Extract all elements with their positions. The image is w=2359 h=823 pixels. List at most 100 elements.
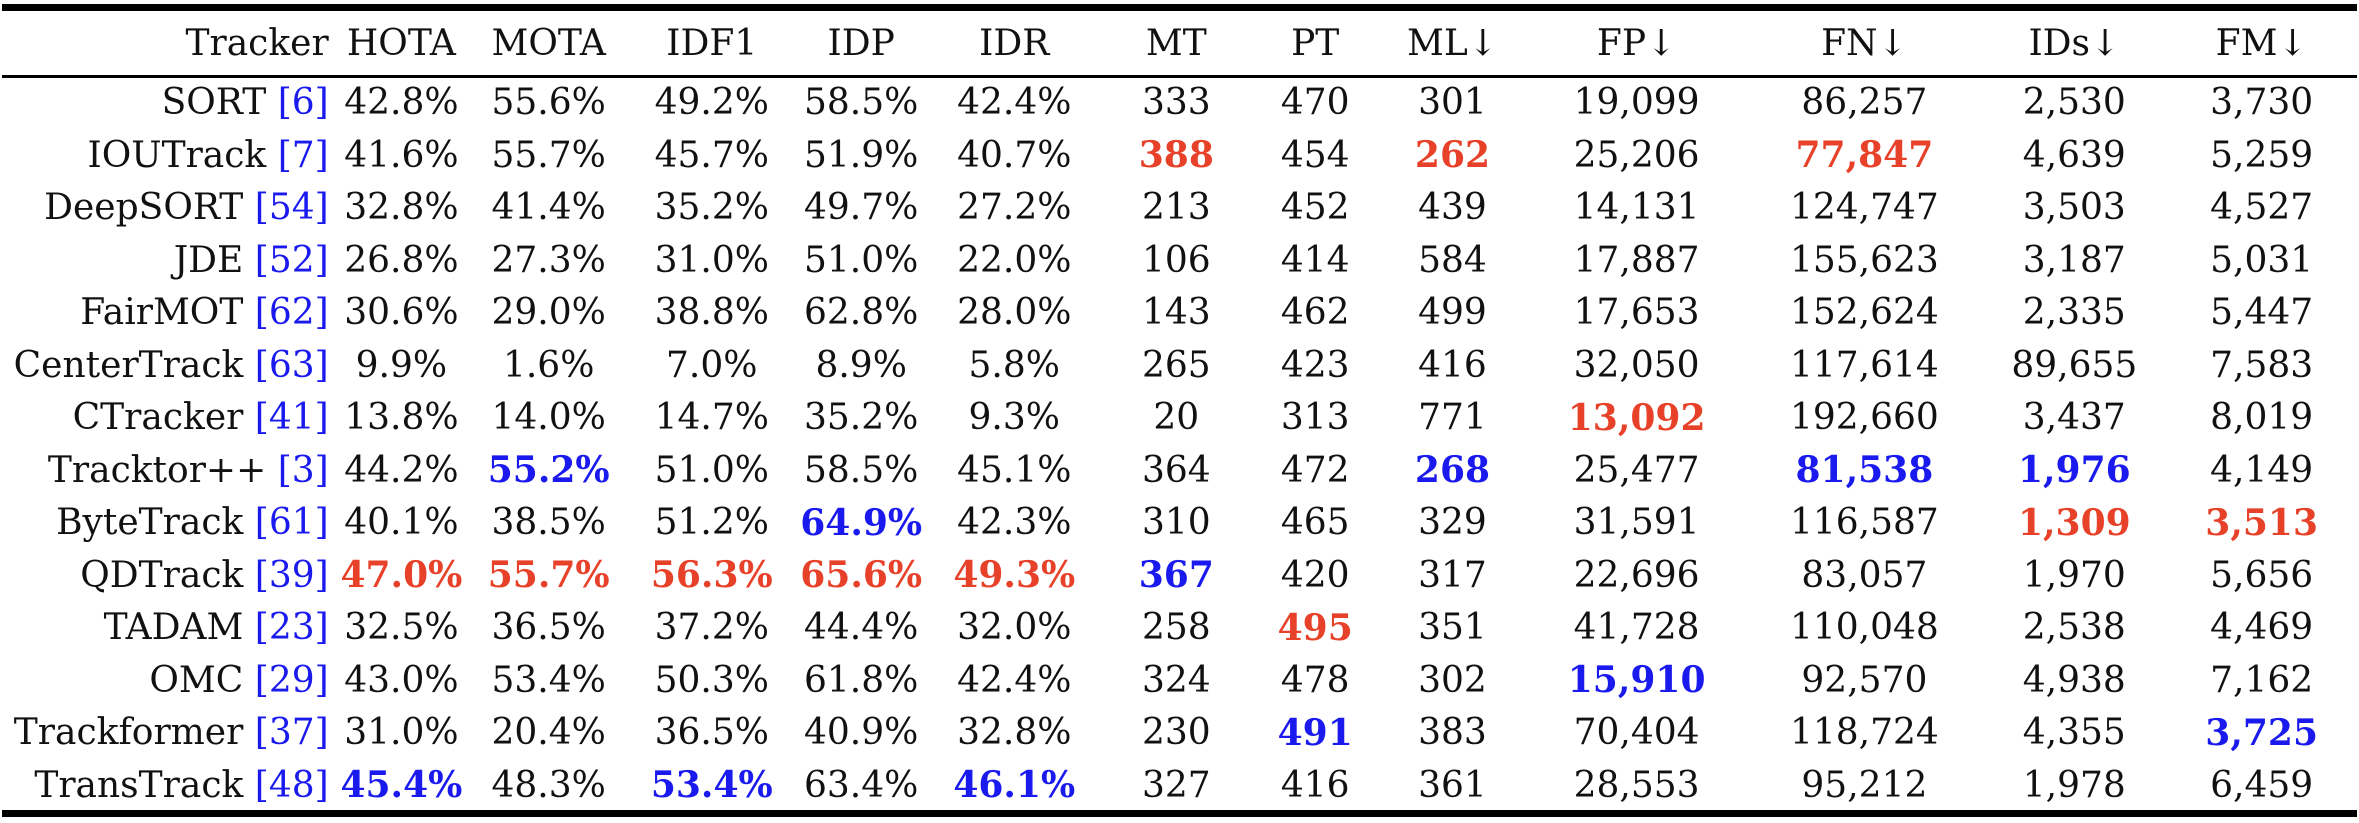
metric-cell-fp: 25,477 [1573,449,1700,491]
metric-cell-fn: 110,048 [1789,607,1939,649]
table-row: CTracker [41] 13.8% 14.0% 14.7% 35.2% 9.3% 20 3… [0,392,2359,445]
metric-cell-hota: 26.8% [344,239,459,281]
table-row: IOUTrack [7] 41.6% 55.7% 45.7% 51.9% 40.7% 388… [0,129,2359,182]
metric-cell-fm: 4,469 [2210,607,2314,649]
citation-number[interactable]: 23 [268,607,315,649]
metric-cell-pt: 491 [1277,711,1353,754]
citation-link[interactable]: [48] [254,764,329,806]
metric-cell-ml: 439 [1418,187,1487,229]
citation-link[interactable]: [29] [254,659,329,701]
table-top-rule [2,4,2357,11]
metric-cell-fn: 152,624 [1789,292,1939,334]
table-header-rule [2,75,2357,78]
tracker-name: SORT [161,81,267,123]
citation-link[interactable]: [41] [254,397,329,439]
tracker-name-cell: QDTrack [39] [0,549,337,602]
citation-link[interactable]: [39] [254,554,329,596]
citation-number[interactable]: 41 [268,397,315,439]
citation-link[interactable]: [23] [254,607,329,649]
metric-cell-hota: 32.8% [344,187,459,229]
citation-link[interactable]: [62] [254,292,329,334]
metric-cell-fn: 95,212 [1801,764,1928,806]
metric-cell-mota: 48.3% [491,764,606,806]
citation-number[interactable]: 48 [268,764,315,806]
metric-cell-idr: 32.0% [957,607,1072,649]
metric-cell-pt: 465 [1280,502,1350,544]
column-header-idr: IDR [979,22,1050,64]
citation-number[interactable]: 39 [268,554,315,596]
metric-cell-fm: 5,031 [2210,239,2314,281]
metric-cell-fp: 25,206 [1573,134,1700,176]
metric-cell-fp: 17,653 [1573,292,1700,334]
metric-cell-fm: 3,513 [2205,501,2318,544]
metric-cell-mota: 36.5% [491,607,606,649]
table-row: Tracktor++ [3] 44.2% 55.2% 51.0% 58.5% 45.1% 3… [0,444,2359,497]
table-body: SORT [6] 42.8% 55.6% 49.2% 58.5% 42.4% 333 470 3… [0,75,2359,812]
metric-cell-ids: 4,639 [2022,134,2126,176]
metric-cell-mt: 265 [1141,344,1211,386]
citation-link[interactable]: [61] [254,502,329,544]
tracker-name: TADAM [103,607,244,649]
metric-cell-mt: 388 [1138,134,1214,177]
metric-cell-fm: 7,583 [2210,344,2314,386]
tracker-name: QDTrack [80,554,244,596]
citation-number[interactable]: 37 [268,712,315,754]
metric-cell-ids: 3,187 [2022,239,2126,281]
metric-cell-mt: 333 [1141,81,1211,123]
column-header-ids: IDs↓ [2028,22,2121,64]
citation-number[interactable]: 54 [268,187,315,229]
citation-number[interactable]: 6 [291,81,315,123]
tracker-name: DeepSORT [44,187,244,229]
metric-cell-idp: 64.9% [800,501,923,544]
citation-number[interactable]: 63 [268,344,315,386]
metric-cell-pt: 454 [1280,134,1350,176]
citation-link[interactable]: [63] [254,344,329,386]
metric-cell-idf1: 51.2% [654,502,769,544]
metric-cell-ids: 2,530 [2022,81,2126,123]
citation-number[interactable]: 3 [291,449,315,491]
citation-number[interactable]: 62 [268,292,315,334]
citation-link[interactable]: [7] [277,134,329,176]
metric-cell-fp: 17,887 [1573,239,1700,281]
citation-link[interactable]: [52] [254,239,329,281]
tracker-name-cell: SORT [6] [0,75,337,129]
citation-link[interactable]: [3] [277,449,329,491]
metric-cell-fm: 4,527 [2210,187,2314,229]
table-row: SORT [6] 42.8% 55.6% 49.2% 58.5% 42.4% 333 470 3… [0,75,2359,129]
citation-link[interactable]: [37] [254,712,329,754]
metric-cell-ids: 1,970 [2022,554,2126,596]
table-row: FairMOT [62] 30.6% 29.0% 38.8% 62.8% 28.0% 143… [0,287,2359,340]
metric-cell-hota: 45.4% [340,764,463,807]
metric-cell-idf1: 49.2% [654,81,769,123]
metric-cell-idf1: 56.3% [650,554,773,597]
tracker-name-cell: CenterTrack [63] [0,339,337,392]
metric-cell-pt: 470 [1280,81,1350,123]
metric-cell-fn: 124,747 [1789,187,1939,229]
metric-cell-fp: 70,404 [1573,712,1700,754]
metric-cell-pt: 420 [1280,554,1350,596]
results-table: Tracker HOTA MOTA IDF1 IDP IDR MT PT ML↓ FP↓ FN↓ ID… [0,11,2359,812]
metric-cell-ids: 1,976 [2017,449,2131,492]
metric-cell-ids: 2,335 [2022,292,2126,334]
citation-number[interactable]: 29 [268,659,315,701]
metric-cell-pt: 416 [1280,764,1350,806]
metric-cell-mota: 29.0% [491,292,606,334]
tracker-name-cell: Tracktor++ [3] [0,444,337,497]
citation-number[interactable]: 61 [268,502,315,544]
metric-cell-mota: 38.5% [491,502,606,544]
column-header-ml: ML↓ [1407,22,1498,64]
citation-link[interactable]: [54] [254,187,329,229]
metric-cell-ml: 351 [1418,607,1487,649]
metric-cell-mt: 106 [1141,239,1211,281]
citation-link[interactable]: [6] [277,81,329,123]
metric-cell-ml: 361 [1418,764,1487,806]
metric-cell-idr: 42.4% [957,81,1072,123]
metric-cell-idf1: 36.5% [654,712,769,754]
metric-cell-ml: 268 [1414,449,1491,492]
metric-cell-mota: 55.7% [487,554,610,597]
citation-number[interactable]: 52 [268,239,315,281]
metric-cell-mota: 27.3% [491,239,606,281]
metric-cell-ml: 584 [1418,239,1487,281]
citation-number[interactable]: 7 [291,134,315,176]
metric-cell-hota: 9.9% [355,344,448,386]
